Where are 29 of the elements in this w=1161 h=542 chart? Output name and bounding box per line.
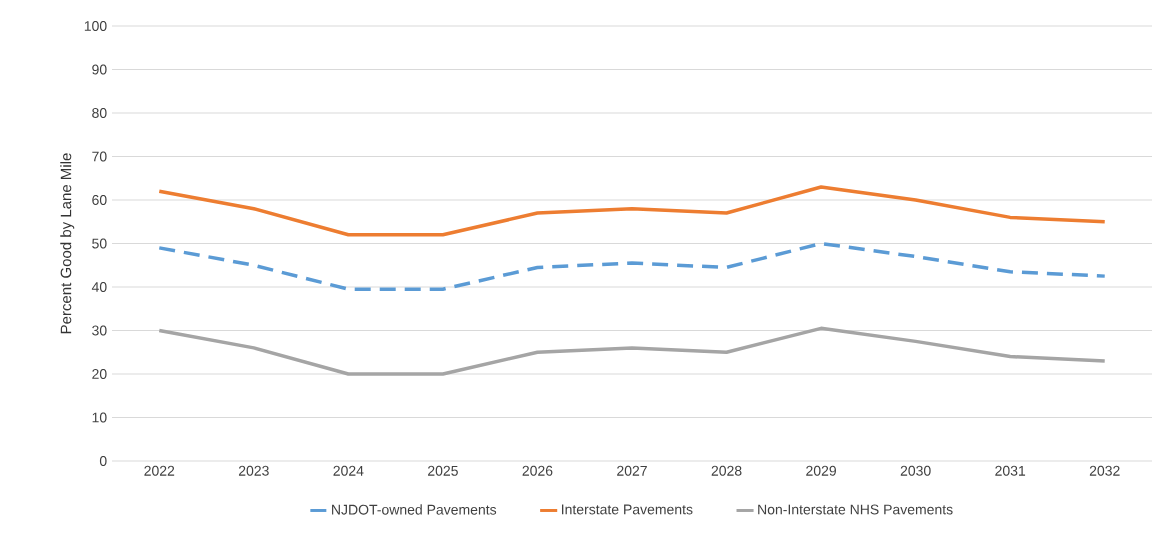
- x-tick-label: 2030: [900, 465, 931, 476]
- y-tick-label: 30: [92, 325, 107, 336]
- y-tick-label: 10: [92, 412, 107, 423]
- x-tick-label: 2027: [617, 465, 647, 476]
- y-tick-label: 50: [92, 238, 107, 249]
- x-tick-label: 2023: [238, 465, 269, 476]
- x-tick-label: 2031: [995, 465, 1026, 476]
- line-series: [157, 185, 1107, 237]
- y-tick-label: 70: [92, 151, 107, 162]
- y-tick-label: 60: [92, 195, 107, 205]
- y-tick-label: 80: [92, 108, 107, 118]
- line-series: [157, 326, 1107, 376]
- x-tick-label: 2029: [806, 465, 836, 476]
- y-tick-label: 0: [99, 456, 107, 466]
- x-tick-label: 2032: [1089, 465, 1120, 476]
- y-tick-label: 100: [84, 21, 107, 31]
- y-tick-label: 20: [92, 369, 107, 379]
- x-tick-label: 2028: [711, 465, 742, 476]
- y-tick-label: 90: [92, 64, 107, 75]
- x-tick-label: 2024: [333, 465, 364, 476]
- y-axis-title: Percent Good by Lane Mile: [60, 153, 75, 334]
- x-tick-label: 2025: [428, 465, 458, 476]
- x-tick-label: 2022: [144, 465, 175, 476]
- line-series: [157, 241, 1107, 291]
- legend-label: NJDOT-owned Pavements: [332, 504, 497, 515]
- legend-label: Interstate Pavements: [562, 504, 693, 515]
- legend-label: Non-Interstate NHS Pavements: [758, 504, 953, 515]
- y-tick-label: 40: [91, 282, 107, 292]
- x-tick-label: 2026: [522, 465, 553, 476]
